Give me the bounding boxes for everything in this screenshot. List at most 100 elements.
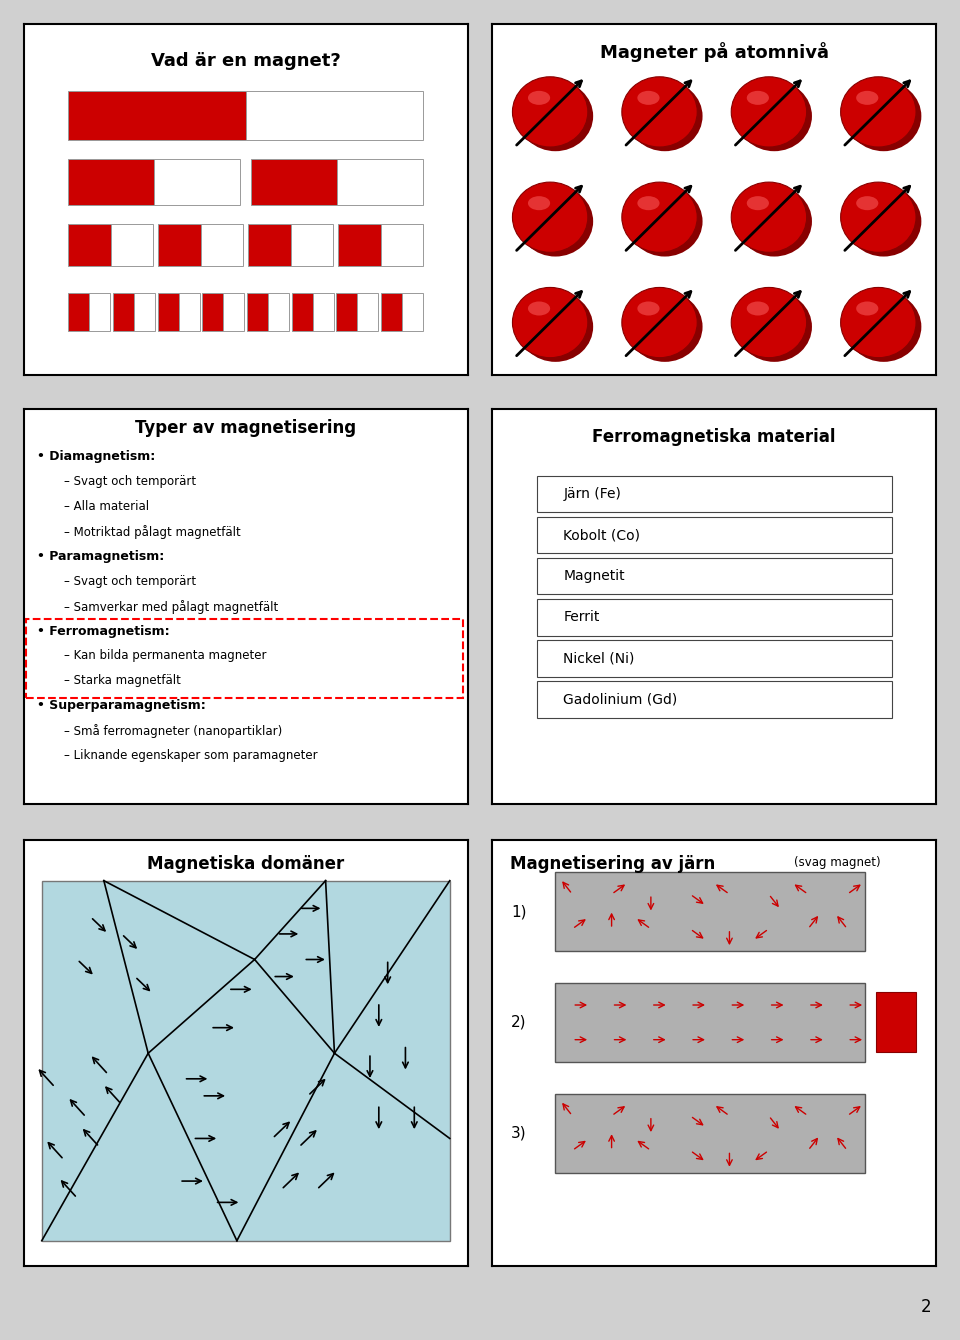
Ellipse shape	[841, 288, 916, 358]
Bar	[313, 292, 334, 331]
Bar	[402, 292, 423, 331]
Bar	[537, 517, 892, 553]
Text: – Liknande egenskaper som paramagneter: – Liknande egenskaper som paramagneter	[64, 749, 318, 762]
Text: Typer av magnetisering: Typer av magnetisering	[135, 418, 356, 437]
Bar	[246, 91, 423, 139]
Bar	[381, 292, 402, 331]
Ellipse shape	[732, 76, 806, 147]
Bar	[249, 224, 291, 267]
Ellipse shape	[846, 80, 922, 151]
Bar	[339, 224, 381, 267]
Bar	[381, 224, 423, 267]
Ellipse shape	[622, 182, 697, 252]
Text: Magnetisering av järn: Magnetisering av järn	[510, 855, 715, 874]
Bar	[201, 224, 243, 267]
Ellipse shape	[747, 302, 769, 315]
Ellipse shape	[528, 302, 550, 315]
Bar	[158, 224, 201, 267]
Bar	[252, 159, 337, 205]
Bar	[537, 599, 892, 635]
Text: 1): 1)	[512, 905, 527, 919]
Bar	[876, 993, 916, 1052]
Ellipse shape	[627, 80, 703, 151]
Bar	[337, 159, 423, 205]
Bar	[68, 159, 155, 205]
Text: Magnetit: Magnetit	[564, 570, 625, 583]
Ellipse shape	[622, 288, 697, 358]
Text: Järn (Fe): Järn (Fe)	[564, 486, 621, 501]
Bar	[41, 880, 450, 1241]
Text: Ferrit: Ferrit	[564, 611, 600, 624]
Ellipse shape	[846, 186, 922, 256]
Ellipse shape	[637, 302, 660, 315]
Ellipse shape	[517, 292, 593, 362]
Text: 3): 3)	[512, 1126, 527, 1140]
Ellipse shape	[513, 182, 588, 252]
Bar	[68, 91, 246, 139]
Ellipse shape	[841, 76, 916, 147]
Bar	[291, 224, 333, 267]
Text: • Diamagnetism:: • Diamagnetism:	[37, 450, 156, 464]
Text: • Paramagnetism:: • Paramagnetism:	[37, 549, 164, 563]
Ellipse shape	[747, 91, 769, 105]
Ellipse shape	[732, 182, 806, 252]
Ellipse shape	[517, 186, 593, 256]
Text: 2): 2)	[512, 1014, 527, 1030]
Ellipse shape	[513, 76, 588, 147]
Text: 2: 2	[921, 1298, 931, 1316]
Bar	[268, 292, 289, 331]
Ellipse shape	[622, 76, 697, 147]
Text: – Motriktad pålagt magnetfält: – Motriktad pålagt magnetfält	[64, 525, 241, 539]
Bar	[113, 292, 134, 331]
Text: Nickel (Ni): Nickel (Ni)	[564, 651, 635, 666]
Text: – Alla material: – Alla material	[64, 500, 149, 513]
Ellipse shape	[736, 80, 812, 151]
Bar	[555, 872, 865, 951]
Bar	[357, 292, 378, 331]
Text: Magneter på atomnivå: Magneter på atomnivå	[600, 42, 828, 62]
Bar	[68, 292, 89, 331]
Bar	[292, 292, 313, 331]
Bar	[155, 159, 240, 205]
Bar	[26, 619, 463, 698]
Bar	[224, 292, 245, 331]
Bar	[179, 292, 200, 331]
Ellipse shape	[856, 196, 878, 210]
Text: Kobolt (Co): Kobolt (Co)	[564, 528, 640, 543]
Bar	[110, 224, 153, 267]
Text: Gadolinium (Gd): Gadolinium (Gd)	[564, 693, 678, 706]
Bar	[157, 292, 179, 331]
Bar	[555, 1093, 865, 1172]
Ellipse shape	[637, 91, 660, 105]
Ellipse shape	[627, 186, 703, 256]
Text: Magnetiska domäner: Magnetiska domäner	[147, 855, 345, 874]
Ellipse shape	[841, 182, 916, 252]
Ellipse shape	[513, 288, 588, 358]
Ellipse shape	[528, 91, 550, 105]
Ellipse shape	[846, 292, 922, 362]
Bar	[537, 476, 892, 512]
Text: – Svagt och temporärt: – Svagt och temporärt	[64, 476, 196, 488]
Bar	[134, 292, 156, 331]
Text: – Samverkar med pålagt magnetfält: – Samverkar med pålagt magnetfält	[64, 599, 278, 614]
Bar	[247, 292, 268, 331]
Text: – Svagt och temporärt: – Svagt och temporärt	[64, 575, 196, 588]
Ellipse shape	[528, 196, 550, 210]
Bar	[537, 682, 892, 718]
Bar	[336, 292, 357, 331]
Text: – Kan bilda permanenta magneter: – Kan bilda permanenta magneter	[64, 650, 267, 662]
Text: – Starka magnetfält: – Starka magnetfält	[64, 674, 180, 687]
Ellipse shape	[856, 302, 878, 315]
Text: Vad är en magnet?: Vad är en magnet?	[151, 52, 341, 70]
Bar	[555, 984, 865, 1061]
Ellipse shape	[637, 196, 660, 210]
Bar	[89, 292, 110, 331]
Ellipse shape	[732, 288, 806, 358]
Ellipse shape	[736, 186, 812, 256]
Bar	[68, 224, 110, 267]
Text: • Superparamagnetism:: • Superparamagnetism:	[37, 699, 206, 713]
Ellipse shape	[856, 91, 878, 105]
Bar	[203, 292, 224, 331]
Ellipse shape	[627, 292, 703, 362]
Bar	[537, 559, 892, 595]
